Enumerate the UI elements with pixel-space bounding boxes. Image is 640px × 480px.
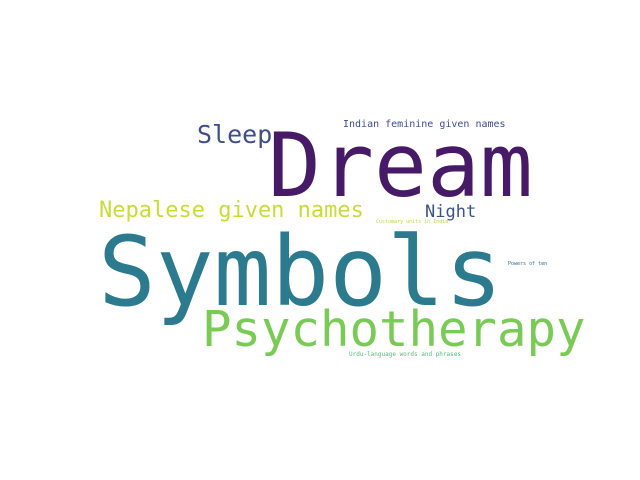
word-powers-of-ten: Powers of ten	[508, 261, 548, 267]
word-customary-units-in-india: Customary units in India	[376, 219, 449, 225]
word-symbols: Symbols	[98, 216, 503, 328]
word-urdu-language-words: Urdu-language words and phrases	[349, 351, 461, 358]
word-indian-feminine-given-names: Indian feminine given names	[343, 119, 506, 130]
word-dream: Dream	[268, 114, 533, 217]
word-night: Night	[425, 202, 477, 222]
word-nepalese-given-names: Nepalese given names	[99, 198, 364, 223]
word-sleep: Sleep	[197, 120, 273, 149]
word-psychotherapy: Psychotherapy	[202, 301, 586, 358]
